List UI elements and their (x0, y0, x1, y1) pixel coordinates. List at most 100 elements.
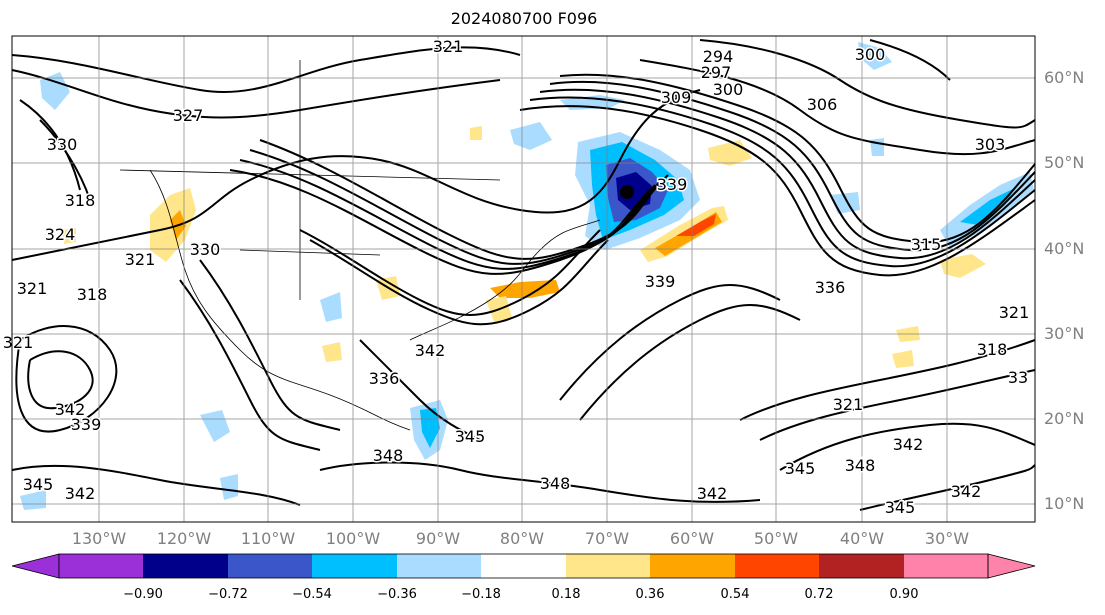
colorbar-outline (58, 553, 989, 579)
colorbar-segment (904, 554, 988, 578)
lat-label-20: 20°N (1044, 409, 1085, 428)
shade-center (620, 185, 634, 199)
contour-label: 342 (415, 341, 446, 360)
colorbar-segment (566, 554, 650, 578)
colorbar-segment (59, 554, 143, 578)
shade-blue-w4 (870, 138, 884, 156)
shade-blue-w5 (20, 490, 46, 510)
colorbar-segment (481, 554, 566, 578)
shade-yellow-ec3 (892, 350, 914, 368)
contour-label: 300 (855, 45, 886, 64)
shade-blue-ec2 (960, 188, 1015, 225)
contour-label: 348 (540, 474, 571, 493)
contour-label: 330 (47, 135, 78, 154)
colorbar-tick: −0.90 (123, 587, 163, 602)
lon-label-30w: 30°W (924, 529, 970, 548)
contour-label: 297 (701, 63, 732, 82)
colorbar-tick: −0.72 (208, 587, 248, 602)
colorbar-extend-left (11, 553, 60, 579)
contour-label: 318 (977, 340, 1008, 359)
shade-yellow-top (470, 126, 482, 140)
contour-label: 345 (785, 459, 816, 478)
colorbar-tick: 0.90 (889, 587, 919, 602)
colorbar (11, 553, 1036, 579)
contour-label: 306 (807, 95, 838, 114)
contour-label: 339 (71, 415, 102, 434)
contour-label: 303 (975, 135, 1006, 154)
colorbar-segment (228, 554, 312, 578)
shade-blue-w2 (320, 292, 342, 322)
lat-label-10: 10°N (1044, 494, 1085, 513)
contour-label: 321 (3, 333, 34, 352)
colorbar-extend-right (987, 553, 1036, 579)
contour-label: 321 (433, 37, 464, 56)
contour-label: 300 (713, 80, 744, 99)
shade-yellow-ec (940, 254, 986, 278)
contour-label: 336 (815, 278, 846, 297)
colorbar-tick: 0.54 (720, 587, 750, 602)
shade-yellow-mid2 (322, 342, 342, 362)
shade-blue-pac (200, 410, 230, 442)
contour-label: 345 (885, 498, 916, 517)
contour-label: 345 (455, 427, 486, 446)
colorbar-tick: −0.54 (292, 587, 332, 602)
contour-label: 345 (23, 475, 54, 494)
contour-label: 330 (190, 240, 221, 259)
contour-label: 321 (17, 279, 48, 298)
contour-label: 321 (833, 395, 864, 414)
contour-label: 336 (369, 369, 400, 388)
contour-label: 348 (373, 446, 404, 465)
shade-blue-sw2 (420, 408, 440, 448)
contour-label: 342 (697, 484, 728, 503)
lon-label-50w: 50°W (753, 529, 799, 548)
coastlines (119, 60, 601, 431)
colorbar-tick: 0.18 (551, 587, 581, 602)
contour-label: 321 (125, 250, 156, 269)
shade-orange-se (490, 280, 560, 298)
lon-label-80w: 80°W (499, 529, 545, 548)
colorbar-tick: −0.36 (377, 587, 417, 602)
shade-yellow-w2 (62, 228, 76, 244)
contour-label: 348 (845, 456, 876, 475)
contour-label: 318 (65, 191, 96, 210)
lat-label-50: 50°N (1044, 153, 1085, 172)
lon-label-110w: 110°W (240, 529, 296, 548)
colorbar-segment (312, 554, 397, 578)
lon-label-120w: 120°W (156, 529, 212, 548)
contour-label: 327 (173, 106, 204, 125)
contour-label: 339 (657, 175, 688, 194)
colorbar-tick: 0.36 (635, 587, 665, 602)
contour-label: 342 (65, 484, 96, 503)
colorbar-segment (735, 554, 819, 578)
contour-label: 339 (645, 272, 676, 291)
shade-blue-w1 (40, 72, 70, 110)
colorbar-tick: 0.72 (804, 587, 834, 602)
lon-label-100w: 100°W (325, 529, 381, 548)
contour-label: 318 (77, 285, 108, 304)
colorbar-segment (143, 554, 228, 578)
contour-labels: 321 327 330 318 324 321 330 321 318 321 342 336 342 3… (1, 36, 1031, 519)
lon-label-70w: 70°W (584, 529, 630, 548)
contour-label: 342 (951, 482, 982, 501)
grid-lines (12, 36, 1035, 522)
shade-red-ne (676, 214, 716, 236)
lat-label-30: 30°N (1044, 324, 1085, 343)
lon-label-40w: 40°W (839, 529, 885, 548)
lon-label-90w: 90°W (415, 529, 461, 548)
colorbar-tick: −0.18 (461, 587, 501, 602)
colorbar-segment (650, 554, 735, 578)
contour-label: 309 (661, 88, 692, 107)
lat-label-40: 40°N (1044, 239, 1085, 258)
lat-label-60: 60°N (1044, 68, 1085, 87)
lon-label-60w: 60°W (669, 529, 715, 548)
shade-blue-w3 (220, 474, 238, 500)
contour-label: 33 (1008, 368, 1028, 387)
map-border (11, 35, 1036, 523)
contour-label: 342 (893, 435, 924, 454)
map-area (12, 36, 1035, 522)
contour-label: 294 (703, 47, 734, 66)
colorbar-segment (397, 554, 481, 578)
contour-label: 324 (45, 225, 76, 244)
contour-label: 315 (911, 235, 942, 254)
